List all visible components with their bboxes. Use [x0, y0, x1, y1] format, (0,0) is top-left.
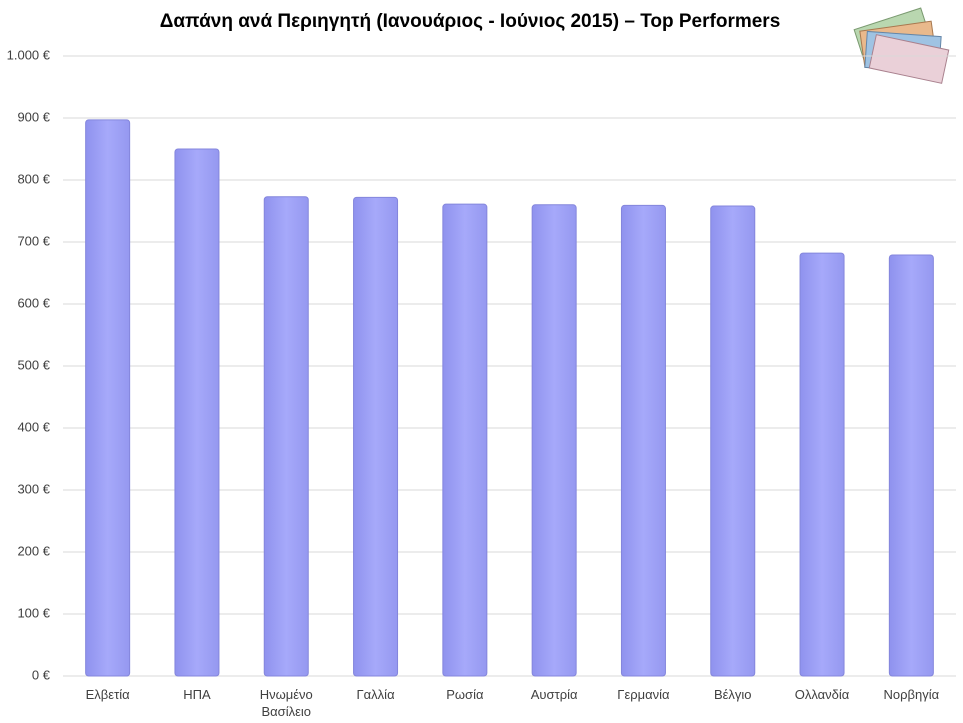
bar: [710, 205, 756, 677]
x-tick-label-box: Νορβηγία: [876, 686, 946, 703]
x-tick-label-box: Βέλγιο: [698, 686, 768, 703]
y-tick-label: 400 €: [17, 419, 50, 434]
bar: [620, 204, 666, 677]
x-tick-label-box: Ελβετία: [73, 686, 143, 703]
y-tick-label: 100 €: [17, 605, 50, 620]
x-tick-label-box: Ολλανδία: [787, 686, 857, 703]
money-icon: [853, 7, 950, 84]
x-tick-label-box: ΗΠΑ: [162, 686, 232, 703]
bar: [353, 196, 399, 677]
chart-title: Δαπάνη ανά Περιηγητή (Ιανουάριος - Ιούνι…: [160, 11, 781, 32]
y-tick-label: 0 €: [32, 667, 51, 682]
bar: [85, 119, 131, 677]
bar: [263, 196, 309, 677]
bar: [442, 203, 488, 677]
x-tick-label: Γαλλία: [356, 687, 395, 702]
x-tick-label-box: Ηνωμένο Βασίλειο: [251, 686, 321, 720]
bar: [799, 252, 845, 677]
x-tick-wrap: Ολλανδία: [787, 686, 857, 703]
bar: [531, 204, 577, 677]
x-tick-wrap: Γερμανία: [608, 686, 678, 703]
y-tick-label: 900 €: [17, 109, 50, 124]
x-tick-wrap: Ελβετία: [73, 686, 143, 703]
x-tick-wrap: Αυστρία: [519, 686, 589, 703]
y-tick-label: 700 €: [17, 233, 50, 248]
x-tick-wrap: Βέλγιο: [698, 686, 768, 703]
bar: [888, 254, 934, 677]
x-tick-wrap: Γαλλία: [341, 686, 411, 703]
x-tick-wrap: ΗΠΑ: [162, 686, 232, 703]
y-tick-label: 1.000 €: [7, 47, 51, 62]
x-tick-label: Ολλανδία: [794, 687, 850, 702]
x-tick-label-box: Ρωσία: [430, 686, 500, 703]
y-tick-label: 200 €: [17, 543, 50, 558]
x-tick-label-box: Γερμανία: [608, 686, 678, 703]
x-tick-label: Ρωσία: [446, 687, 484, 702]
x-tick-label-box: Γαλλία: [341, 686, 411, 703]
x-tick-wrap: Ηνωμένο Βασίλειο: [251, 686, 321, 720]
x-tick-wrap: Νορβηγία: [876, 686, 946, 703]
x-tick-label-box: Αυστρία: [519, 686, 589, 703]
x-tick-label: Ηνωμένο Βασίλειο: [259, 687, 313, 719]
x-tick-label: Αυστρία: [530, 687, 578, 702]
x-tick-label: ΗΠΑ: [183, 687, 211, 702]
x-tick-label: Γερμανία: [617, 687, 670, 702]
x-tick-wrap: Ρωσία: [430, 686, 500, 703]
y-tick-label: 600 €: [17, 295, 50, 310]
y-tick-label: 500 €: [17, 357, 50, 372]
x-tick-label: Νορβηγία: [883, 687, 940, 702]
y-tick-label: 300 €: [17, 481, 50, 496]
bar: [174, 148, 220, 677]
x-tick-label: Ελβετία: [85, 687, 130, 702]
x-tick-label: Βέλγιο: [713, 687, 752, 702]
y-tick-label: 800 €: [17, 171, 50, 186]
